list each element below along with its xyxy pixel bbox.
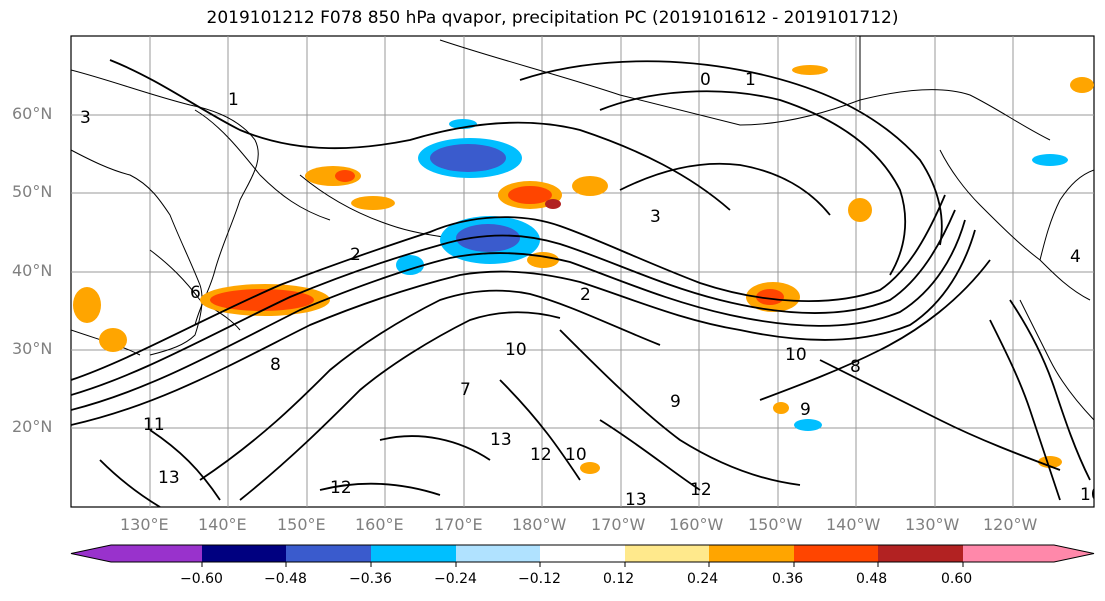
colorbar-segment [794,545,878,562]
lon-tick-label: 160°E [355,515,404,534]
contour-label: 12 [690,480,712,500]
colorbar-tick-label: 0.36 [772,571,804,587]
plot-title: 2019101212 F078 850 hPa qvapor, precipit… [206,8,899,28]
colorbar-segment [286,545,371,562]
lat-tick-label: 50°N [12,182,53,201]
colorbar-tick-label: 0.24 [687,571,719,587]
colorbar-segment [71,545,202,562]
contour-label: 12 [330,478,352,498]
colorbar-tick-label: −0.36 [349,571,392,587]
colorbar-tick-label: −0.60 [180,571,223,587]
contour-label: 2 [580,285,591,305]
lon-tick-label: 130°W [905,515,960,534]
graticule [71,36,1094,507]
contour-label: 10 [505,340,527,360]
colorbar-segment [878,545,963,562]
contour-label: 3 [80,108,91,128]
lon-tick-label: 150°W [748,515,803,534]
contour-label: 10 [1080,485,1102,505]
contour-label: 13 [158,468,180,488]
colorbar-tick-label: 0.12 [603,571,635,587]
contour-label: 3 [650,207,661,227]
contour-label: 4 [1070,247,1081,267]
colorbar-segment [625,545,709,562]
colorbar-segment [371,545,456,562]
colorbar-segment [963,545,1094,562]
contour-label: 10 [565,445,587,465]
colorbar-tick-label: −0.24 [434,571,477,587]
contour-label: 10 [785,345,807,365]
lat-tick-label: 30°N [12,339,53,358]
lat-tick-label: 60°N [12,104,53,123]
contour-label: 1 [745,70,756,90]
colorbar-segment [709,545,794,562]
contour-label: 9 [800,400,811,420]
lat-tick-label: 40°N [12,261,53,280]
contour-label: 8 [850,357,861,377]
contour-label: 8 [270,355,281,375]
colorbar-segment [202,545,286,562]
contour-label: 1 [228,90,239,110]
contour-label: 0 [700,70,711,90]
colorbar-segment [456,545,540,562]
lon-tick-label: 140°W [826,515,881,534]
contour-label: 12 [530,445,552,465]
lon-tick-label: 170°W [591,515,646,534]
lon-tick-label: 180°W [512,515,567,534]
lon-tick-label: 130°E [120,515,169,534]
lon-tick-label: 160°W [669,515,724,534]
contour-label: 9 [670,392,681,412]
colorbar-tick-label: 0.48 [856,571,888,587]
coastlines [71,36,1094,421]
contour-label: 13 [625,490,647,510]
contour-label: 13 [490,430,512,450]
colorbar-tick-label: 0.60 [941,571,973,587]
contour-label: 6 [190,283,201,303]
lat-tick-label: 20°N [12,417,53,436]
colorbar-outline [70,544,1095,563]
contour-label: 7 [460,380,471,400]
lon-tick-label: 140°E [198,515,247,534]
contour-label: 2 [350,245,361,265]
contour-label: 11 [143,415,165,435]
colorbar [70,544,1095,567]
colorbar-tick-label: −0.12 [518,571,561,587]
lon-tick-label: 120°W [983,515,1038,534]
colorbar-segment [540,545,625,562]
pc-shading [73,65,1094,474]
lon-tick-label: 170°E [434,515,483,534]
colorbar-tick-label: −0.48 [264,571,307,587]
lon-tick-label: 150°E [277,515,326,534]
qvapor-contours [71,59,1091,507]
